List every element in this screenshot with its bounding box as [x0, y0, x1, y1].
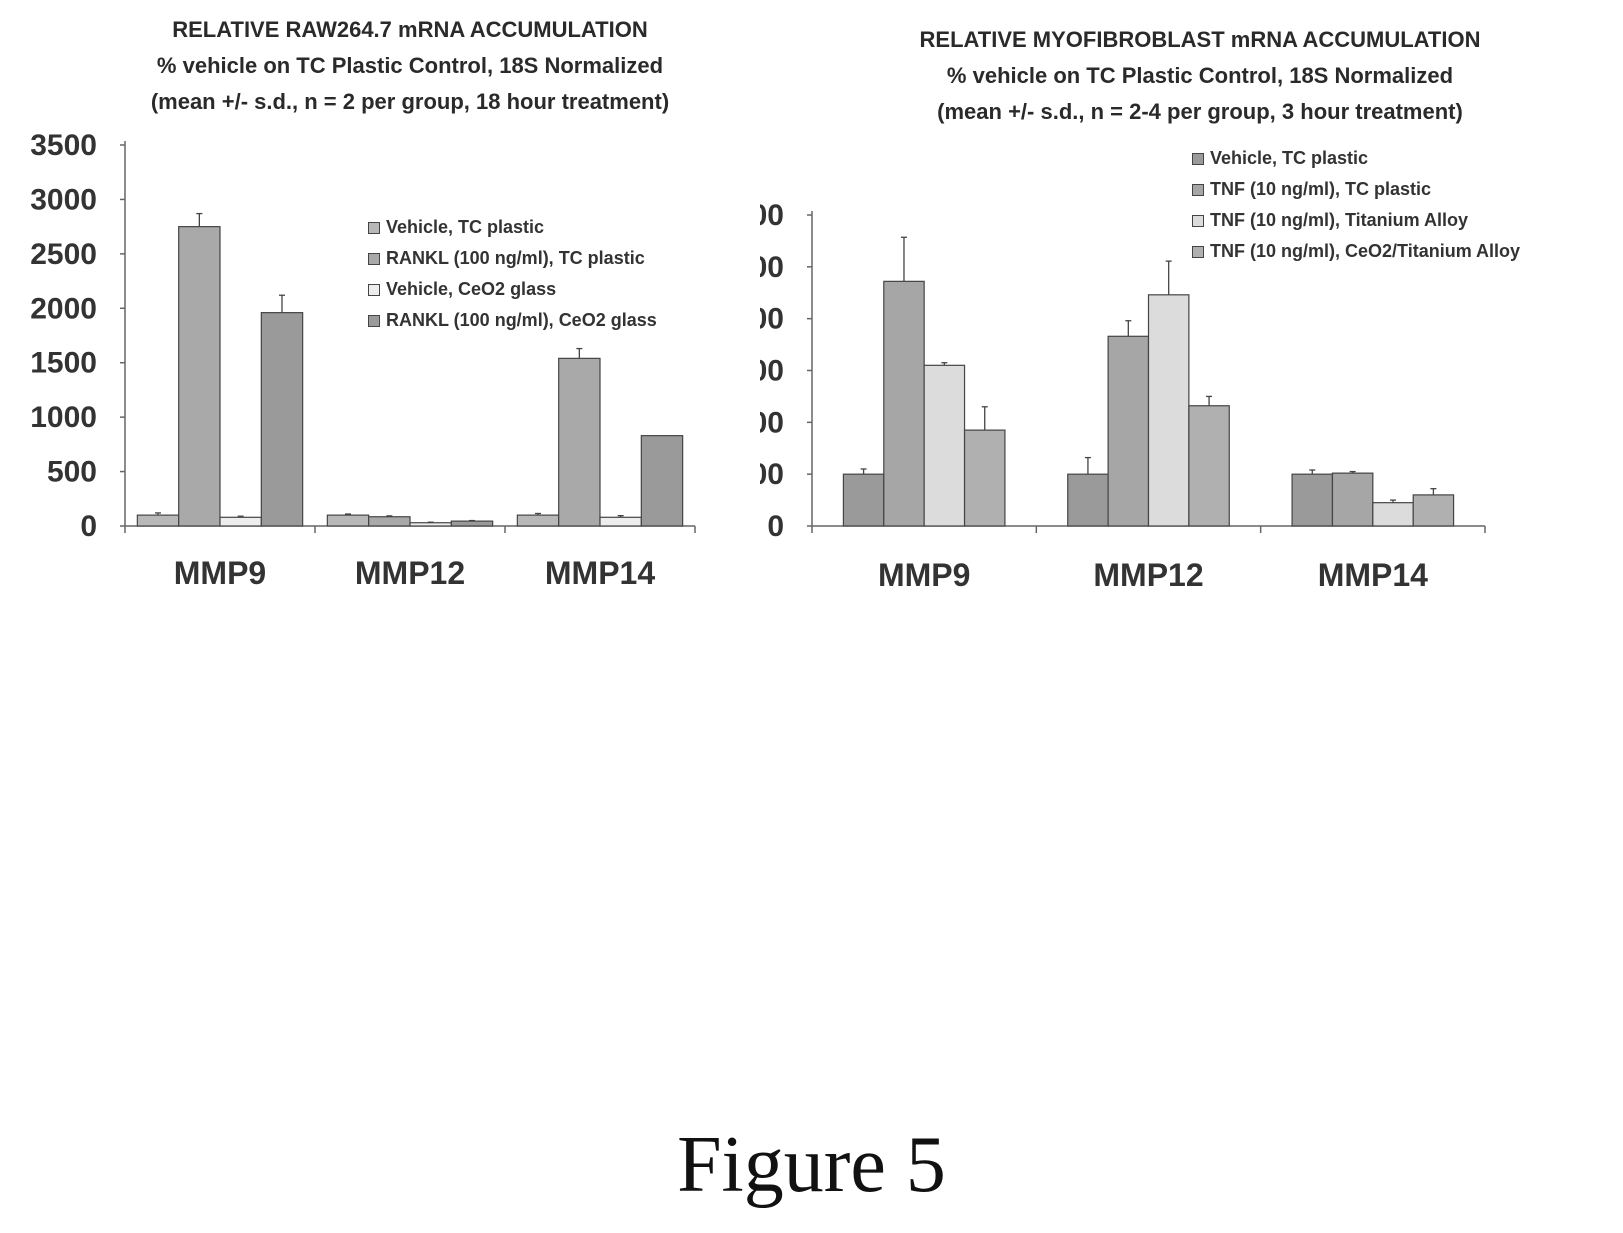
bar-chart-myofibroblast: 0 100 200 300 400 500 600 MMP9 MMP12 MMP14 [760, 199, 1486, 593]
bar [450, 520, 494, 527]
bar [923, 364, 966, 527]
legend-item: Vehicle, TC plastic [368, 212, 657, 243]
bar [1372, 502, 1414, 527]
category-label: MMP9 [878, 557, 970, 593]
bar [640, 435, 684, 527]
y-tick-label: 2000 [30, 292, 97, 325]
legend-label: RANKL (100 ng/ml), TC plastic [386, 248, 645, 268]
bar [1331, 472, 1374, 527]
y-tick-label: 0 [80, 510, 97, 543]
legend-item: TNF (10 ng/ml), TC plastic [1192, 174, 1520, 205]
y-tick-label: 600 [760, 199, 784, 232]
legend-swatch [1192, 214, 1204, 227]
bar [963, 429, 1006, 527]
figure-caption: Figure 5 [677, 1121, 946, 1209]
title-line-2: % vehicle on TC Plastic Control, 18S Nor… [156, 53, 664, 78]
bar-chart-raw264: 0 500 1000 1500 2000 2500 3000 3500 MMP9 MMP12 MMP… [30, 129, 696, 591]
category-label: MMP12 [1093, 557, 1203, 593]
y-tick-label: 3500 [30, 129, 97, 162]
legend-swatch [368, 314, 380, 327]
bar [1188, 405, 1230, 527]
legend-item: Vehicle, TC plastic [1192, 143, 1520, 174]
bar [219, 516, 262, 527]
legend-label: RANKL (100 ng/ml), CeO2 glass [386, 310, 657, 330]
bar [178, 226, 221, 527]
title-line-3: (mean +/- s.d., n = 2-4 per group, 3 hou… [937, 99, 1463, 124]
legend-label: TNF (10 ng/ml), TC plastic [1210, 179, 1432, 199]
legend-swatch [368, 221, 380, 234]
bar [1067, 473, 1109, 527]
y-tick-label: 100 [760, 458, 784, 491]
bar [368, 516, 411, 527]
y-tick-label: 500 [47, 456, 97, 489]
bar [883, 280, 925, 527]
bar [409, 522, 452, 527]
bar [1147, 294, 1190, 527]
legend-item: RANKL (100 ng/ml), CeO2 glass [368, 305, 657, 336]
category-label: MMP14 [545, 555, 655, 591]
legend-swatch [368, 252, 380, 265]
y-tick-label: 400 [760, 303, 784, 336]
legend-label: Vehicle, CeO2 glass [386, 279, 557, 299]
category-label: MMP12 [355, 555, 465, 591]
legend-item: TNF (10 ng/ml), CeO2/Titanium Alloy [1192, 236, 1520, 267]
chart-panel-raw264: RELATIVE RAW264.7 mRNA ACCUMULATION % ve… [0, 0, 760, 660]
legend-raw264: Vehicle, TC plastic RANKL (100 ng/ml), T… [368, 212, 657, 336]
chart-title-raw264: RELATIVE RAW264.7 mRNA ACCUMULATION % ve… [60, 12, 760, 120]
bar [842, 473, 885, 527]
category-label: MMP9 [174, 555, 266, 591]
bar [516, 514, 560, 527]
legend-myofibroblast: Vehicle, TC plastic TNF (10 ng/ml), TC p… [1192, 143, 1520, 267]
title-line-3: (mean +/- s.d., n = 2 per group, 18 hour… [150, 89, 670, 114]
bar [1291, 473, 1334, 527]
legend-swatch [1192, 183, 1204, 196]
title-line-1: RELATIVE RAW264.7 mRNA ACCUMULATION [172, 17, 648, 42]
bar [1412, 494, 1455, 527]
bar [260, 312, 304, 527]
bar [326, 514, 370, 527]
legend-label: Vehicle, TC plastic [1210, 148, 1369, 168]
bar [599, 516, 642, 527]
legend-label: TNF (10 ng/ml), Titanium Alloy [1210, 210, 1469, 230]
title-line-1: RELATIVE MYOFIBROBLAST mRNA ACCUMULATION [919, 27, 1481, 52]
bar [558, 357, 601, 527]
legend-swatch [368, 283, 380, 296]
chart-title-myofibroblast: RELATIVE MYOFIBROBLAST mRNA ACCUMULATION… [800, 22, 1600, 130]
legend-item: Vehicle, CeO2 glass [368, 274, 657, 305]
bar [136, 514, 180, 527]
legend-label: Vehicle, TC plastic [386, 217, 545, 237]
legend-swatch [1192, 245, 1204, 258]
title-line-2: % vehicle on TC Plastic Control, 18S Nor… [946, 63, 1454, 88]
y-tick-label: 1500 [30, 347, 97, 380]
bar [1107, 335, 1150, 527]
y-tick-label: 2500 [30, 238, 97, 271]
chart-panel-myofibroblast: RELATIVE MYOFIBROBLAST mRNA ACCUMULATION… [760, 0, 1623, 660]
y-tick-label: 200 [760, 406, 784, 439]
y-tick-label: 1000 [30, 401, 97, 434]
y-tick-label: 3000 [30, 183, 97, 216]
legend-label: TNF (10 ng/ml), CeO2/Titanium Alloy [1210, 241, 1521, 261]
y-tick-label: 300 [760, 355, 784, 388]
legend-item: RANKL (100 ng/ml), TC plastic [368, 243, 657, 274]
y-tick-label: 500 [760, 251, 784, 284]
legend-item: TNF (10 ng/ml), Titanium Alloy [1192, 205, 1520, 236]
legend-swatch [1192, 152, 1204, 165]
y-tick-label: 0 [767, 510, 784, 543]
category-label: MMP14 [1318, 557, 1428, 593]
